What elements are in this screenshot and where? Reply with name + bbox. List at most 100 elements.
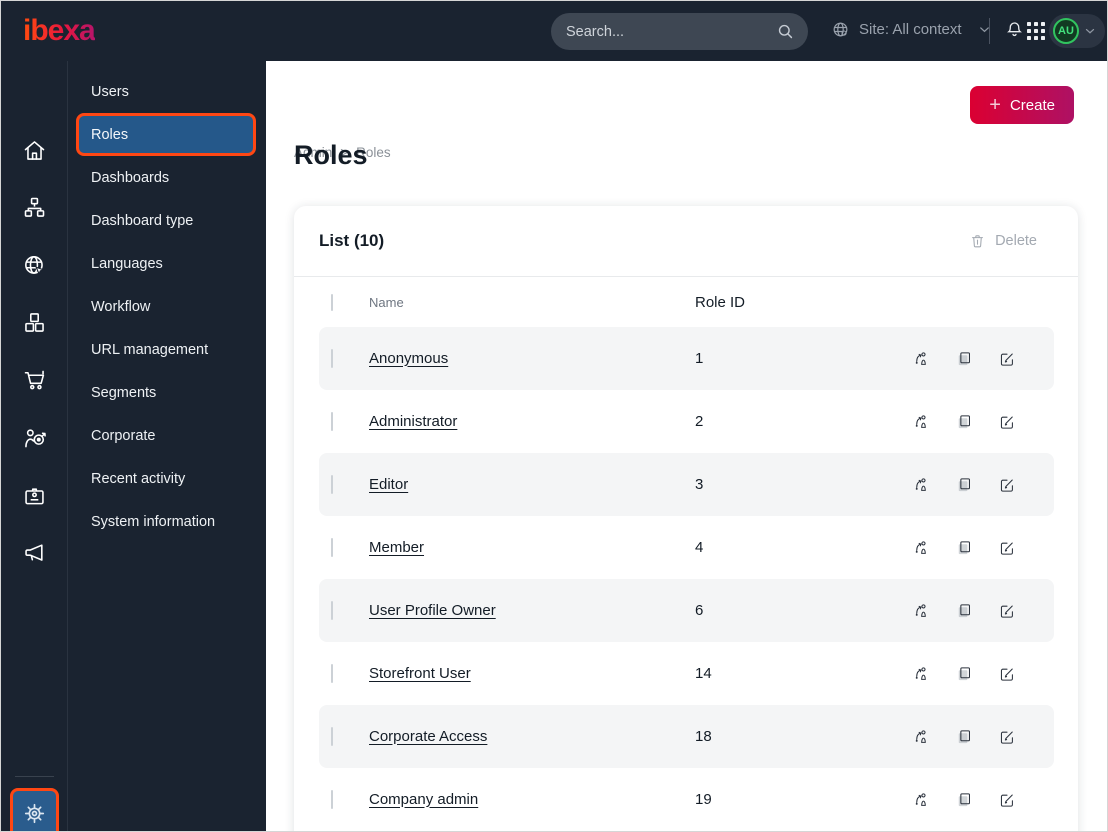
submenu-item-corporate[interactable]: Corporate bbox=[91, 427, 156, 444]
content-structure-icon[interactable] bbox=[1, 194, 67, 221]
table-row: Member 4 bbox=[319, 516, 1054, 579]
row-checkbox[interactable] bbox=[331, 600, 333, 620]
edit-icon[interactable] bbox=[998, 665, 1016, 683]
roles-list-card: List (10) Delete Name Role ID bbox=[294, 206, 1078, 831]
submenu-item-url-management[interactable]: URL management bbox=[91, 341, 209, 358]
table-row: User Profile Owner 6 bbox=[319, 579, 1054, 642]
edit-icon[interactable] bbox=[998, 539, 1016, 557]
breadcrumb-separator: > bbox=[340, 145, 349, 160]
edit-icon[interactable] bbox=[998, 728, 1016, 746]
global-search[interactable] bbox=[551, 13, 808, 50]
assign-users-icon[interactable] bbox=[912, 665, 930, 683]
delete-button[interactable]: Delete bbox=[969, 232, 1037, 250]
copy-icon[interactable] bbox=[955, 539, 973, 557]
role-name-link[interactable]: Member bbox=[369, 538, 425, 556]
chevron-down-icon bbox=[1085, 28, 1095, 34]
breadcrumb-admin[interactable]: Admin bbox=[294, 145, 333, 160]
create-button[interactable]: + Create bbox=[970, 86, 1074, 124]
submenu-item-system-information[interactable]: System information bbox=[91, 513, 216, 530]
table-row: Administrator 2 bbox=[319, 390, 1054, 453]
admin-submenu: Users Roles Dashboards Dashboard type La… bbox=[68, 61, 266, 831]
role-name-link[interactable]: Company admin bbox=[369, 790, 479, 808]
row-checkbox[interactable] bbox=[331, 663, 333, 683]
app-switcher-grid-icon[interactable] bbox=[1027, 22, 1045, 40]
globe-icon bbox=[833, 22, 848, 37]
personalization-target-icon[interactable] bbox=[1, 425, 67, 452]
search-input[interactable] bbox=[566, 23, 776, 40]
submenu-item-roles annotation-highlight-roles[interactable]: Roles bbox=[76, 113, 256, 156]
copy-icon[interactable] bbox=[955, 665, 973, 683]
breadcrumb-roles: Roles bbox=[356, 145, 391, 160]
row-checkbox[interactable] bbox=[331, 726, 333, 746]
plus-icon: + bbox=[989, 94, 1001, 116]
role-id-value: 6 bbox=[695, 602, 704, 619]
role-id-value: 1 bbox=[695, 350, 704, 367]
site-context-selector[interactable]: Site: All context bbox=[831, 20, 992, 39]
assign-users-icon[interactable] bbox=[912, 728, 930, 746]
table-header-row: Name Role ID bbox=[319, 277, 1054, 327]
row-checkbox[interactable] bbox=[331, 411, 333, 431]
assign-users-icon[interactable] bbox=[912, 791, 930, 809]
user-menu[interactable]: AU bbox=[1049, 14, 1105, 48]
product-catalog-icon[interactable] bbox=[1, 309, 67, 336]
role-name-link[interactable]: User Profile Owner bbox=[369, 601, 496, 619]
submenu-item-dashboards[interactable]: Dashboards bbox=[91, 169, 170, 186]
primary-nav-rail bbox=[1, 61, 68, 831]
row-checkbox[interactable] bbox=[331, 474, 333, 494]
table-row: Company admin 19 bbox=[319, 768, 1054, 831]
role-name-link[interactable]: Administrator bbox=[369, 412, 458, 430]
column-header-role-id: Role ID bbox=[695, 293, 746, 311]
role-name-link[interactable]: Anonymous bbox=[369, 349, 449, 367]
assign-users-icon[interactable] bbox=[912, 476, 930, 494]
notifications-bell-icon[interactable] bbox=[1004, 19, 1025, 41]
site-globe-icon[interactable] bbox=[1, 252, 67, 279]
copy-icon[interactable] bbox=[955, 791, 973, 809]
role-id-value: 19 bbox=[695, 791, 712, 808]
copy-icon[interactable] bbox=[955, 476, 973, 494]
copy-icon[interactable] bbox=[955, 728, 973, 746]
edit-icon[interactable] bbox=[998, 476, 1016, 494]
role-name-link[interactable]: Storefront User bbox=[369, 664, 471, 682]
create-button-label: Create bbox=[1009, 96, 1055, 114]
copy-icon[interactable] bbox=[955, 350, 973, 368]
edit-icon[interactable] bbox=[998, 602, 1016, 620]
copy-icon[interactable] bbox=[955, 602, 973, 620]
role-name-link[interactable]: Corporate Access bbox=[369, 727, 488, 745]
submenu-item-languages[interactable]: Languages bbox=[91, 255, 163, 272]
table-row: Corporate Access 18 bbox=[319, 705, 1054, 768]
announcements-megaphone-icon[interactable] bbox=[1, 539, 67, 566]
submenu-item-users[interactable]: Users bbox=[91, 83, 129, 100]
page-title: Roles bbox=[294, 140, 368, 170]
customer-portal-badge-icon[interactable] bbox=[1, 482, 67, 509]
settings-gear-icon[interactable] bbox=[21, 800, 48, 827]
row-checkbox[interactable] bbox=[331, 789, 333, 809]
submenu-item-workflow[interactable]: Workflow bbox=[91, 298, 151, 315]
home-icon[interactable] bbox=[1, 137, 67, 164]
ibexa-logo[interactable]: ibexa bbox=[23, 14, 96, 47]
role-id-value: 3 bbox=[695, 476, 704, 493]
row-checkbox[interactable] bbox=[331, 348, 333, 368]
submenu-item-recent-activity[interactable]: Recent activity bbox=[91, 470, 186, 487]
edit-icon[interactable] bbox=[998, 350, 1016, 368]
trash-icon bbox=[972, 235, 984, 248]
edit-icon[interactable] bbox=[998, 791, 1016, 809]
site-context-label: Site: All context bbox=[859, 21, 962, 38]
edit-icon[interactable] bbox=[998, 413, 1016, 431]
main-content: Admin > Roles + Create Roles List (10) D… bbox=[266, 61, 1107, 831]
assign-users-icon[interactable] bbox=[912, 413, 930, 431]
select-all-checkbox[interactable] bbox=[331, 293, 333, 311]
top-bar: ibexa Site: All context bbox=[1, 1, 1107, 61]
submenu-item-dashboard-type[interactable]: Dashboard type bbox=[91, 212, 194, 229]
role-id-value: 14 bbox=[695, 665, 712, 682]
submenu-item-segments[interactable]: Segments bbox=[91, 384, 157, 401]
roles-table: Name Role ID Anonymous 1 bbox=[294, 277, 1078, 831]
assign-users-icon[interactable] bbox=[912, 350, 930, 368]
assign-users-icon[interactable] bbox=[912, 602, 930, 620]
role-id-value: 2 bbox=[695, 413, 704, 430]
copy-icon[interactable] bbox=[955, 413, 973, 431]
commerce-cart-icon[interactable] bbox=[1, 366, 67, 393]
search-icon bbox=[778, 24, 793, 39]
role-name-link[interactable]: Editor bbox=[369, 475, 409, 493]
row-checkbox[interactable] bbox=[331, 537, 333, 557]
assign-users-icon[interactable] bbox=[912, 539, 930, 557]
